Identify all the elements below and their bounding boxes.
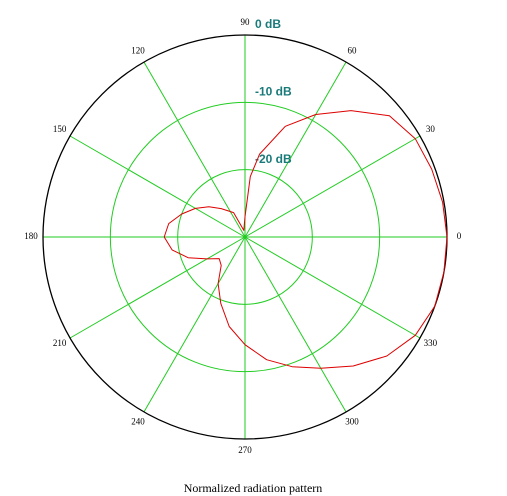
ring-label: -10 dB [255, 85, 292, 99]
angle-label: 270 [238, 445, 252, 455]
angle-label: 330 [424, 338, 438, 348]
grid-ring [109, 101, 381, 373]
angle-label: 150 [53, 124, 67, 134]
angle-label: 300 [345, 416, 359, 426]
ring-label: -20 dB [255, 152, 292, 166]
angle-label: 0 [457, 231, 462, 241]
chart-title: Normalized radiation pattern [184, 481, 323, 495]
angle-label: 210 [53, 338, 67, 348]
angle-label: 60 [348, 46, 358, 56]
angle-label: 240 [131, 416, 145, 426]
spoke [244, 236, 347, 413]
spoke [244, 135, 421, 238]
angle-label: 180 [24, 231, 38, 241]
spoke [244, 61, 347, 238]
grid-ring [177, 169, 313, 305]
angle-label: 30 [426, 124, 436, 134]
spoke [69, 236, 246, 339]
spoke [244, 236, 421, 339]
spoke [69, 135, 246, 238]
angle-label: 120 [131, 46, 145, 56]
ring-label: 0 dB [255, 17, 281, 31]
angle-label: 90 [241, 17, 251, 27]
pattern-curve [163, 110, 448, 369]
spoke [143, 61, 246, 238]
spoke [143, 236, 246, 413]
